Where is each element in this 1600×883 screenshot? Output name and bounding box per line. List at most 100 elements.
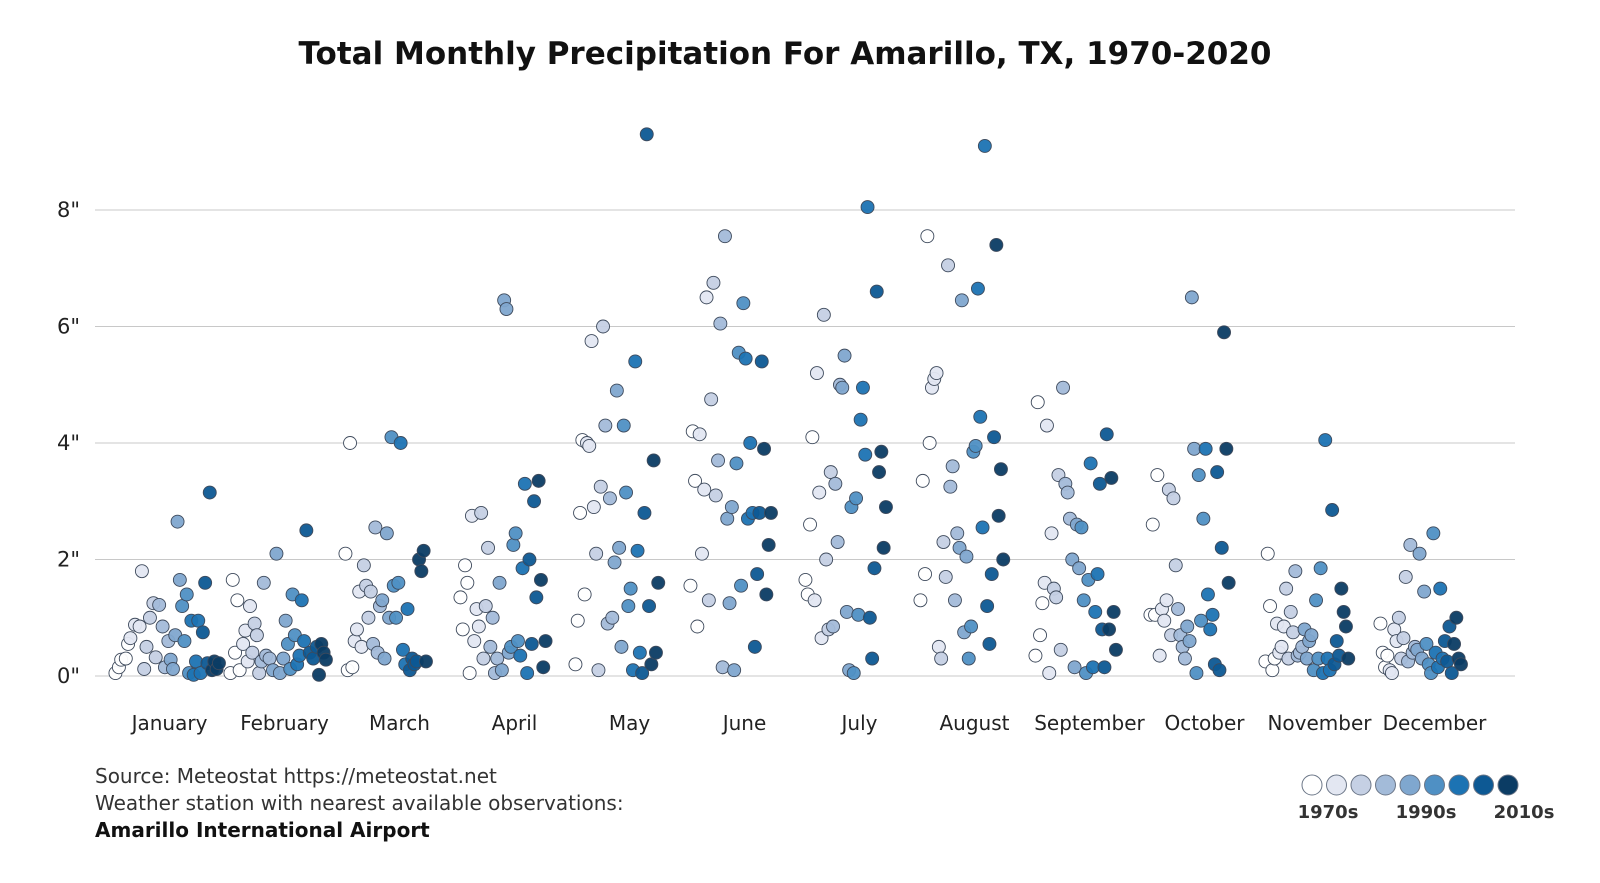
- data-point: [481, 540, 495, 555]
- data-point: [931, 639, 946, 654]
- data-point: [256, 575, 271, 590]
- data-point: [152, 597, 167, 612]
- data-point: [922, 436, 937, 450]
- data-point: [646, 453, 661, 468]
- data-point: [945, 459, 960, 474]
- data-point: [1263, 599, 1278, 614]
- legend-swatch: [1301, 774, 1323, 796]
- data-point: [148, 650, 163, 665]
- data-point: [1341, 651, 1356, 666]
- x-tick-label: June: [721, 711, 767, 735]
- data-point: [1171, 602, 1186, 616]
- data-point: [1106, 604, 1121, 619]
- data-point: [252, 666, 267, 681]
- data-point: [683, 578, 698, 593]
- data-point: [637, 505, 652, 520]
- data-point: [720, 511, 735, 526]
- data-point: [534, 572, 548, 587]
- data-point: [467, 634, 482, 648]
- x-tick-label: January: [130, 711, 208, 735]
- data-point: [573, 505, 587, 520]
- data-point: [195, 625, 210, 640]
- data-point: [835, 380, 850, 395]
- data-point: [964, 619, 978, 634]
- y-axis-tick-labels: 0" 2" 4" 6" 8": [57, 198, 80, 688]
- data-point: [632, 645, 647, 660]
- data-point: [722, 596, 737, 611]
- data-point: [243, 599, 257, 614]
- data-point: [1419, 637, 1434, 651]
- data-point: [968, 438, 983, 453]
- data-point: [750, 567, 765, 582]
- data-point: [483, 639, 498, 654]
- data-point: [276, 651, 291, 666]
- data-point: [856, 380, 870, 395]
- data-point: [1159, 593, 1174, 608]
- data-point: [1072, 561, 1087, 576]
- data-point: [1198, 441, 1213, 456]
- data-point: [639, 127, 654, 142]
- data-point: [934, 651, 949, 666]
- data-point: [363, 584, 378, 599]
- data-point: [1152, 648, 1167, 663]
- data-point: [876, 540, 891, 555]
- data-point: [499, 302, 514, 316]
- data-point: [297, 634, 311, 648]
- data-point: [400, 602, 415, 616]
- data-point: [191, 613, 206, 628]
- data-point: [230, 593, 245, 608]
- data-point: [1196, 511, 1211, 526]
- y-tick-label: 8": [57, 198, 80, 222]
- data-point: [520, 666, 535, 681]
- data-point: [393, 436, 408, 450]
- data-point: [644, 657, 659, 672]
- data-point: [941, 258, 955, 273]
- data-point: [810, 366, 824, 381]
- data-point: [987, 430, 1001, 445]
- data-point: [506, 537, 521, 552]
- data-point: [478, 599, 493, 614]
- data-point: [318, 652, 333, 667]
- y-tick-label: 6": [57, 315, 80, 339]
- data-point: [1279, 581, 1294, 596]
- x-tick-label: February: [240, 711, 329, 735]
- data-point: [1049, 590, 1064, 605]
- data-point: [711, 453, 725, 468]
- data-point: [954, 293, 969, 308]
- data-point: [823, 465, 838, 480]
- data-point: [867, 561, 882, 576]
- data-point: [1189, 666, 1204, 681]
- data-point: [474, 505, 489, 520]
- data-point: [593, 479, 608, 494]
- x-tick-label: September: [1034, 711, 1145, 735]
- data-point: [826, 619, 840, 634]
- data-point: [713, 316, 728, 331]
- data-point: [869, 284, 884, 299]
- data-point: [734, 578, 748, 593]
- data-point: [1221, 575, 1236, 590]
- data-point: [570, 613, 585, 628]
- data-point: [1336, 604, 1351, 619]
- data-point: [1145, 517, 1160, 532]
- x-tick-label: July: [840, 711, 878, 735]
- data-point: [971, 281, 985, 296]
- data-point: [994, 462, 1008, 477]
- data-point: [294, 593, 309, 608]
- data-point: [356, 558, 371, 573]
- data-point: [511, 634, 525, 648]
- data-point: [699, 290, 714, 305]
- data-point: [1083, 456, 1098, 471]
- data-point: [1265, 663, 1280, 678]
- data-point: [517, 476, 532, 491]
- data-point: [1191, 468, 1206, 482]
- data-point: [918, 567, 932, 582]
- data-point: [605, 610, 620, 625]
- data-point: [729, 456, 744, 471]
- data-point: [177, 634, 192, 648]
- data-point: [1384, 666, 1399, 681]
- data-point: [879, 500, 893, 515]
- data-point: [1288, 564, 1303, 579]
- data-point: [1042, 666, 1057, 681]
- data-point: [1398, 570, 1413, 584]
- data-point: [805, 430, 820, 445]
